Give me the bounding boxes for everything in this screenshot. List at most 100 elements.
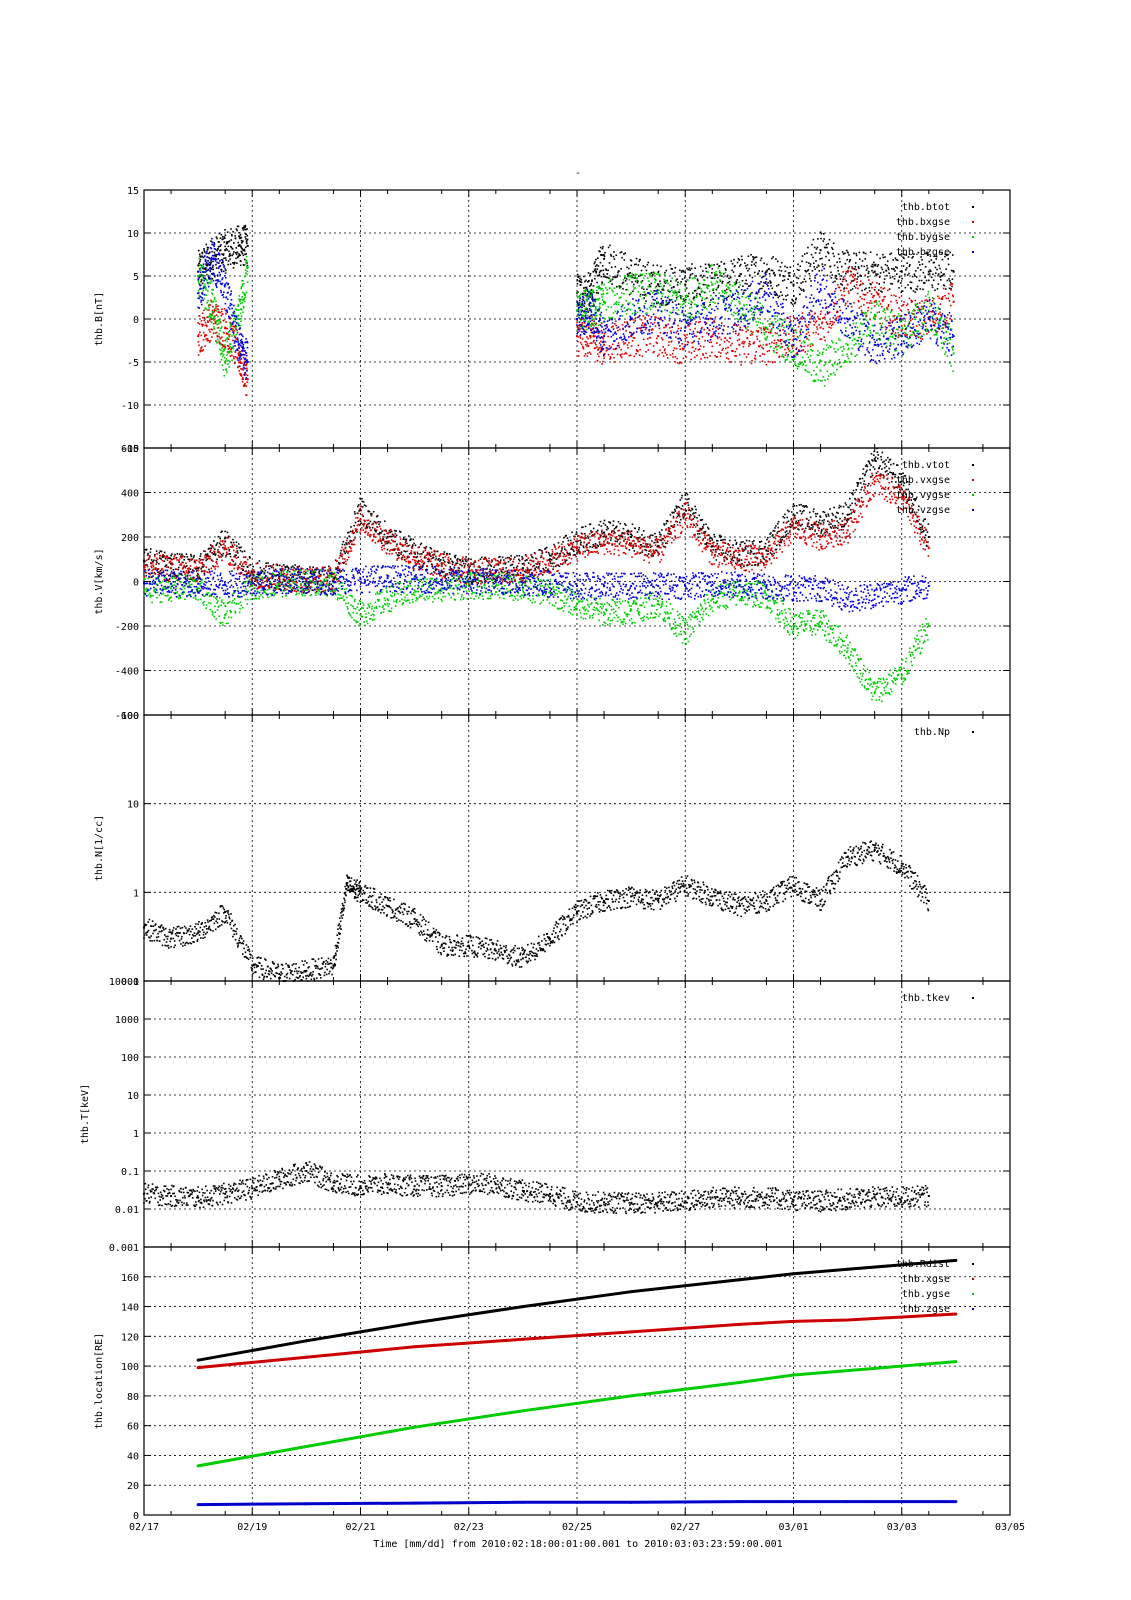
data-point: [596, 257, 599, 259]
data-point: [658, 273, 661, 276]
data-point: [595, 322, 597, 325]
data-point: [915, 325, 918, 327]
data-point: [218, 241, 220, 243]
data-point: [846, 300, 849, 303]
data-point: [791, 298, 793, 301]
data-point: [709, 354, 711, 357]
data-point: [765, 326, 768, 329]
data-point: [591, 279, 593, 282]
data-point: [601, 336, 604, 339]
data-point: [204, 271, 206, 273]
data-point: [935, 319, 938, 322]
data-point: [734, 332, 737, 335]
data-point: [942, 341, 945, 344]
data-point: [187, 570, 190, 573]
data-point: [620, 251, 623, 253]
data-point: [633, 312, 636, 314]
data-point: [909, 334, 912, 336]
data-point: [217, 280, 219, 283]
data-point: [224, 344, 226, 346]
data-point: [769, 330, 771, 333]
data-point: [820, 310, 822, 313]
data-point: [670, 287, 673, 289]
data-point: [234, 237, 237, 240]
data-point: [941, 313, 944, 315]
data-point: [848, 260, 851, 263]
data-point: [742, 285, 744, 288]
data-point: [205, 338, 208, 340]
data-point: [762, 343, 765, 346]
data-point: [243, 292, 246, 295]
data-point: [669, 299, 671, 302]
data-point: [699, 331, 701, 334]
data-point: [830, 293, 833, 295]
data-point: [232, 325, 234, 328]
data-point: [603, 301, 605, 303]
data-point: [687, 312, 690, 315]
data-point: [873, 289, 876, 291]
data-point: [835, 275, 838, 277]
data-point: [882, 326, 884, 329]
data-point: [798, 321, 801, 324]
data-point: [801, 361, 803, 363]
data-point: [241, 279, 243, 282]
data-point: [823, 246, 826, 249]
data-point: [651, 329, 653, 331]
data-point: [854, 317, 857, 319]
data-point: [235, 333, 238, 336]
data-point: [873, 294, 876, 297]
data-point: [790, 281, 793, 284]
data-point: [216, 237, 218, 240]
data-point: [745, 296, 747, 299]
data-point: [226, 344, 229, 347]
data-point: [695, 335, 698, 338]
data-point: [795, 297, 798, 300]
data-point: [602, 254, 604, 256]
data-point: [586, 328, 588, 331]
data-point: [739, 328, 741, 331]
data-point: [711, 272, 713, 274]
data-point: [814, 268, 816, 271]
data-point: [609, 358, 611, 360]
data-point: [176, 574, 178, 577]
data-point: [198, 307, 201, 309]
data-point: [915, 276, 918, 278]
data-point: [750, 283, 752, 285]
data-point: [755, 291, 758, 294]
data-point: [886, 289, 889, 292]
data-point: [711, 335, 714, 338]
data-point: [752, 331, 754, 334]
data-point: [661, 300, 664, 302]
data-point: [777, 325, 780, 328]
data-point: [778, 312, 780, 315]
data-point: [716, 281, 719, 284]
data-point: [918, 308, 921, 311]
data-point: [781, 353, 784, 356]
data-point: [614, 331, 617, 333]
data-point: [664, 296, 667, 298]
data-point: [648, 306, 651, 309]
data-point: [824, 363, 827, 365]
data-point: [688, 292, 690, 295]
data-point: [655, 301, 658, 303]
data-point: [903, 301, 905, 303]
data-point: [822, 233, 825, 235]
data-point: [856, 278, 858, 280]
data-point: [217, 247, 219, 250]
data-point: [195, 567, 198, 570]
data-point: [625, 339, 628, 342]
data-point: [818, 252, 821, 254]
data-point: [772, 324, 775, 326]
data-point: [232, 253, 235, 255]
data-point: [814, 274, 817, 277]
data-point: [671, 326, 673, 329]
data-point: [798, 349, 800, 351]
data-point: [816, 328, 819, 330]
data-point: [719, 273, 722, 276]
data-point: [829, 359, 831, 362]
data-point: [221, 343, 224, 346]
data-point: [758, 345, 761, 348]
data-point: [242, 305, 245, 308]
data-point: [603, 328, 605, 331]
data-point: [848, 336, 851, 339]
